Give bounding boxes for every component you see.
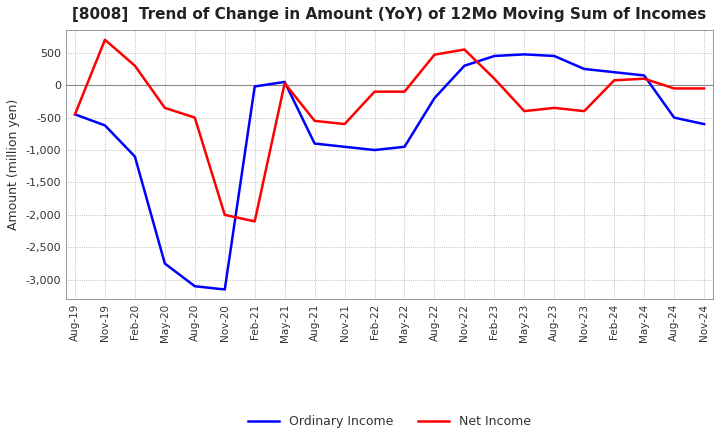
Ordinary Income bbox=[490, 53, 499, 59]
Net Income bbox=[460, 47, 469, 52]
Net Income bbox=[71, 112, 79, 117]
Legend: Ordinary Income, Net Income: Ordinary Income, Net Income bbox=[243, 410, 536, 433]
Title: [8008]  Trend of Change in Amount (YoY) of 12Mo Moving Sum of Incomes: [8008] Trend of Change in Amount (YoY) o… bbox=[73, 7, 706, 22]
Net Income bbox=[101, 37, 109, 42]
Ordinary Income bbox=[580, 66, 588, 72]
Ordinary Income bbox=[101, 123, 109, 128]
Ordinary Income bbox=[400, 144, 409, 150]
Net Income bbox=[161, 105, 169, 110]
Net Income bbox=[550, 105, 559, 110]
Y-axis label: Amount (million yen): Amount (million yen) bbox=[7, 99, 20, 230]
Net Income bbox=[130, 63, 139, 68]
Net Income bbox=[251, 219, 259, 224]
Net Income bbox=[220, 212, 229, 217]
Ordinary Income bbox=[310, 141, 319, 146]
Net Income bbox=[640, 76, 649, 81]
Net Income bbox=[370, 89, 379, 94]
Net Income bbox=[280, 81, 289, 86]
Ordinary Income bbox=[161, 261, 169, 266]
Net Income bbox=[520, 109, 528, 114]
Line: Net Income: Net Income bbox=[75, 40, 704, 221]
Net Income bbox=[700, 86, 708, 91]
Net Income bbox=[341, 121, 349, 127]
Net Income bbox=[670, 86, 678, 91]
Ordinary Income bbox=[430, 95, 438, 101]
Ordinary Income bbox=[520, 52, 528, 57]
Ordinary Income bbox=[610, 70, 618, 75]
Net Income bbox=[191, 115, 199, 120]
Net Income bbox=[610, 78, 618, 83]
Ordinary Income bbox=[71, 112, 79, 117]
Net Income bbox=[430, 52, 438, 57]
Ordinary Income bbox=[700, 121, 708, 127]
Ordinary Income bbox=[130, 154, 139, 159]
Ordinary Income bbox=[341, 144, 349, 150]
Ordinary Income bbox=[191, 284, 199, 289]
Net Income bbox=[400, 89, 409, 94]
Ordinary Income bbox=[640, 73, 649, 78]
Net Income bbox=[310, 118, 319, 124]
Ordinary Income bbox=[460, 63, 469, 68]
Net Income bbox=[490, 76, 499, 81]
Ordinary Income bbox=[370, 147, 379, 153]
Ordinary Income bbox=[251, 84, 259, 89]
Ordinary Income bbox=[550, 53, 559, 59]
Ordinary Income bbox=[220, 287, 229, 292]
Ordinary Income bbox=[280, 79, 289, 84]
Net Income bbox=[580, 109, 588, 114]
Ordinary Income bbox=[670, 115, 678, 120]
Line: Ordinary Income: Ordinary Income bbox=[75, 55, 704, 290]
